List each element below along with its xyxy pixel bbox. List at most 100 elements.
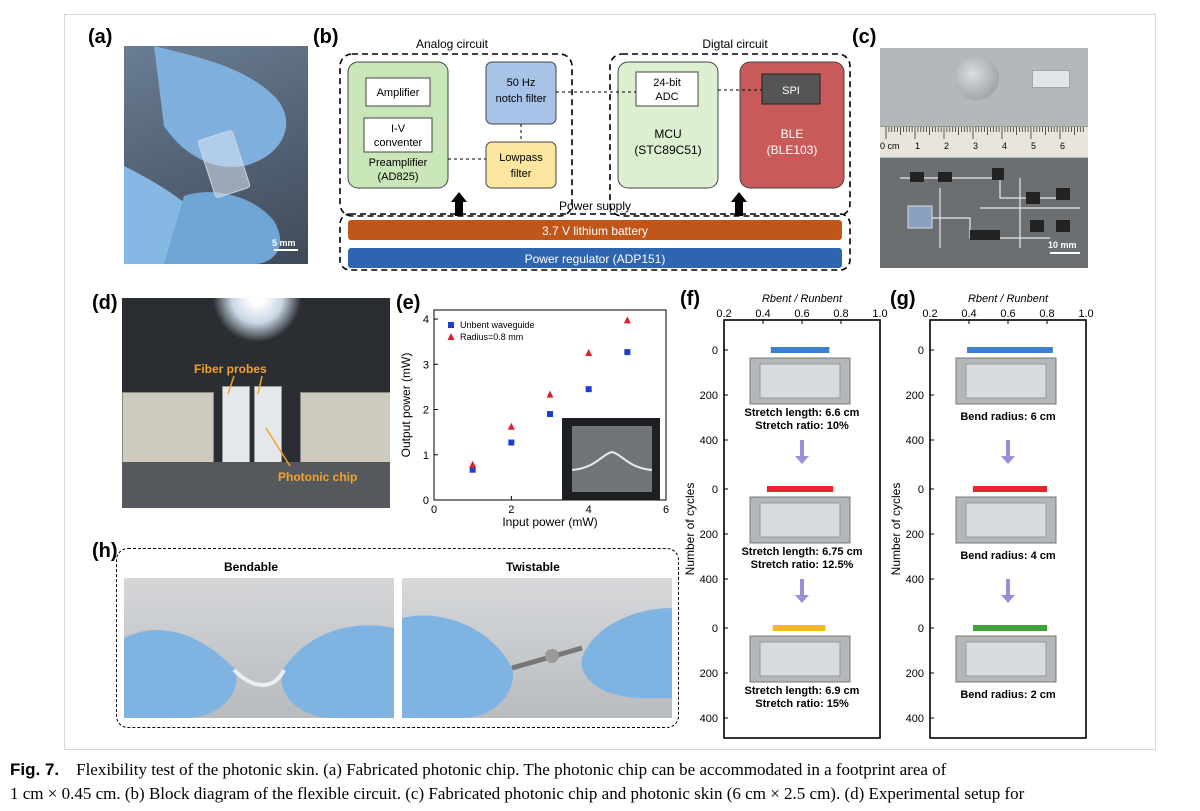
top-tick-label: 0.8 [1039,308,1054,320]
notch-filter-line2: notch filter [496,93,547,105]
data-point [469,460,477,468]
top-axis-title: Rbent / Runbent [968,293,1049,305]
data-band [772,625,826,631]
ruler-labels: 0 cm 1 2 3 4 5 6 [880,141,1088,155]
bendable-photo [124,578,394,718]
iv-converter-line2: conventer [374,137,423,149]
y-tick-label: 1 [423,450,429,462]
twistable-photo [402,578,672,718]
bendable-hands-illustration [124,625,394,718]
data-point [624,349,631,356]
sample-caption-length: Stretch length: 6.9 cm [745,685,860,697]
panel-label-f: (f) [680,288,700,310]
y-tick-label: 0 [918,623,924,635]
panel-label-h: (h) [92,540,118,562]
photonic-skin-photo: 0 cm 1 2 3 4 5 6 10 mm [880,48,1088,268]
plot-frame [433,309,667,501]
photonic-chip-photo: 5 mm [124,46,308,264]
mcu-part: (STC89C51) [634,143,701,157]
data-point [508,439,515,446]
stretch-cycles-chart: 0.2 0.4 0.6 0.8 1.0 Rbent / Runbent Number of … [683,293,888,739]
data-point [547,411,553,418]
twistable-hands-illustration [402,608,672,718]
ruler-label: 5 [1031,141,1037,151]
y-tick-label: 0 [918,484,924,496]
flexible-circuit-image: 10 mm [880,158,1088,268]
photonic-chip-label: Photonic chip [278,470,358,484]
bend-cycles-chart: 0.2 0.4 0.6 0.8 1.0 Rbent / Runbent Number of … [889,293,1094,739]
scalebar-label: 10 mm [1048,240,1077,250]
data-band [967,347,1053,353]
sample-caption-length: Stretch length: 6.75 cm [741,546,862,558]
y-tick-label: 0 [918,345,924,357]
lowpass-filter-line1: Lowpass [499,152,543,164]
ruler-label: 3 [973,141,979,151]
y-tick-label: 400 [700,713,718,725]
sample-caption: Bend radius: 6 cm [960,411,1056,423]
y-tick-label: 200 [906,668,924,680]
analog-circuit-title: Analog circuit [416,37,489,51]
top-tick-label: 0.4 [755,308,770,320]
iv-converter-line1: I-V [391,123,406,135]
ble-label: BLE [781,127,804,141]
legend-label: Unbent waveguide [460,320,535,330]
figure-number: Fig. 7. [10,760,60,779]
sample-caption-ratio: Stretch ratio: 12.5% [751,559,854,571]
top-tick-label: 0.6 [794,308,809,320]
transition-arrow-head [795,595,809,603]
top-axis-title: Rbent / Runbent [762,293,843,305]
figure-caption: Fig. 7. Flexibility test of the photonic… [10,758,1190,806]
y-axis-title: Output power (mW) [399,353,413,458]
ruler-label: 6 [1060,141,1066,151]
data-point [469,466,476,473]
panel-label-g: (g) [890,288,916,310]
data-band [766,486,834,492]
figure-frame [64,14,1156,750]
y-axis-title: Number of cycles [889,483,903,576]
caption-text-1: Flexibility test of the photonic skin. (… [76,760,947,779]
top-tick-label: 0.2 [716,308,731,320]
top-tick-label: 1.0 [1078,308,1093,320]
sample-photo-fixture [759,502,841,538]
circuit-block-diagram: Analog circuit Digtal circuit Amplifier … [339,37,851,271]
x-axis-title: Input power (mW) [502,515,597,529]
y-tick-label: 200 [700,390,718,402]
scalebar [274,249,298,251]
y-tick-label: 400 [700,574,718,586]
y-tick-label: 400 [906,713,924,725]
y-tick-label: 0 [712,623,718,635]
transition-arrow-head [1001,456,1015,464]
y-tick-label: 3 [423,359,429,371]
panel-label-b: (b) [313,26,339,48]
battery-block: 3.7 V lithium battery [542,224,648,238]
circuit-traces-graphic [900,168,1080,248]
ruler-label: 1 [915,141,921,151]
data-point [546,390,554,398]
transition-arrow-head [1001,595,1015,603]
caption-line-1: Fig. 7. Flexibility test of the photonic… [10,758,1190,782]
spi-block: SPI [782,85,800,97]
lowpass-filter-line2: filter [511,168,532,180]
x-tick-label: 0 [431,504,437,516]
notch-filter-line1: 50 Hz [507,77,536,89]
sample-photo-fixture [965,363,1047,399]
optical-table-image [122,462,390,508]
fiber-probes-label: Fiber probes [194,362,267,376]
ruler: 0 cm 1 2 3 4 5 6 [880,126,1088,157]
data-band [972,625,1047,631]
digital-circuit-title: Digtal circuit [702,37,768,51]
inset-mode-field [572,426,652,492]
y-tick-label: 200 [906,390,924,402]
sample-photo-fixture [965,641,1047,677]
y-tick-label: 400 [906,435,924,447]
legend-marker [447,333,455,340]
ruler-label: 2 [944,141,950,151]
gloved-fingers-illustration [124,46,287,264]
sample-photo-fixture [759,641,841,677]
x-tick-label: 6 [663,504,669,516]
top-tick-label: 0.8 [833,308,848,320]
x-tick-label: 2 [508,504,514,516]
legend-label: Radius=0.8 mm [460,332,523,342]
adc-line1: 24-bit [653,77,681,89]
